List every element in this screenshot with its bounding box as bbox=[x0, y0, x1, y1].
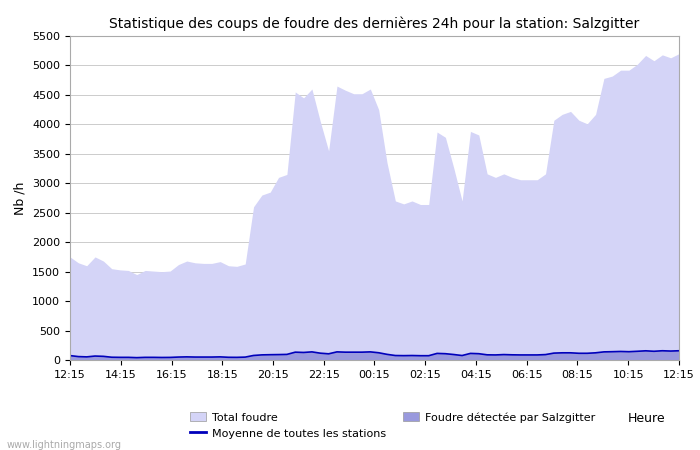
Y-axis label: Nb /h: Nb /h bbox=[13, 181, 27, 215]
Title: Statistique des coups de foudre des dernières 24h pour la station: Salzgitter: Statistique des coups de foudre des dern… bbox=[109, 16, 640, 31]
Text: Heure: Heure bbox=[627, 412, 665, 425]
Text: www.lightningmaps.org: www.lightningmaps.org bbox=[7, 440, 122, 450]
Legend: Total foudre, Moyenne de toutes les stations, Foudre détectée par Salzgitter: Total foudre, Moyenne de toutes les stat… bbox=[186, 408, 600, 443]
